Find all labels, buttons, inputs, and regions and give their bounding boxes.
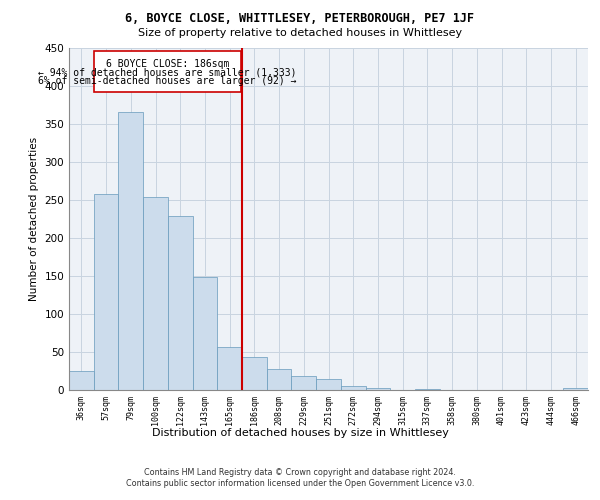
Bar [563,388,588,390]
Text: 6 BOYCE CLOSE: 186sqm: 6 BOYCE CLOSE: 186sqm [106,59,229,69]
Text: ← 94% of detached houses are smaller (1,333): ← 94% of detached houses are smaller (1,… [38,67,296,77]
Bar [94,194,118,390]
Bar [267,368,292,390]
FancyBboxPatch shape [94,52,241,92]
Bar [168,216,193,390]
Bar [143,198,168,390]
Text: Distribution of detached houses by size in Whittlesey: Distribution of detached houses by size … [152,428,448,438]
Bar [365,388,390,390]
Text: 6% of semi-detached houses are larger (92) →: 6% of semi-detached houses are larger (9… [38,76,296,86]
Bar [193,278,217,390]
Bar [242,358,267,390]
Bar [69,371,94,390]
Bar [316,378,341,390]
Bar [118,112,143,390]
Text: Contains HM Land Registry data © Crown copyright and database right 2024.
Contai: Contains HM Land Registry data © Crown c… [126,468,474,487]
Bar [415,389,440,390]
Bar [341,386,365,390]
Bar [217,346,242,390]
Text: Size of property relative to detached houses in Whittlesey: Size of property relative to detached ho… [138,28,462,38]
Bar [292,376,316,390]
Y-axis label: Number of detached properties: Number of detached properties [29,136,39,301]
Text: 6, BOYCE CLOSE, WHITTLESEY, PETERBOROUGH, PE7 1JF: 6, BOYCE CLOSE, WHITTLESEY, PETERBOROUGH… [125,12,475,26]
